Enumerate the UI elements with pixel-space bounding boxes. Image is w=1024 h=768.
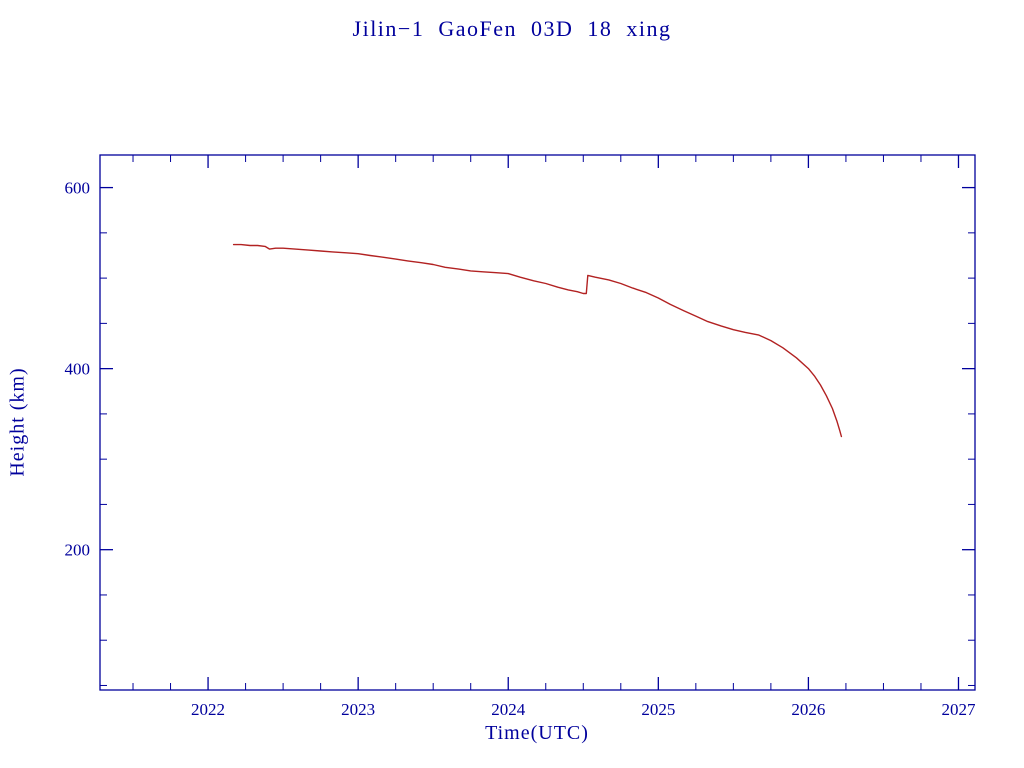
x-tick-label: 2025 [641, 700, 675, 719]
x-tick-label: 2022 [191, 700, 225, 719]
y-tick-label: 600 [65, 179, 91, 198]
x-tick-label: 2024 [491, 700, 526, 719]
height-series-line [232, 243, 843, 438]
y-axis-label: Height (km) [6, 367, 29, 477]
x-tick-label: 2027 [941, 700, 976, 719]
x-axis-label: Time(UTC) [485, 722, 589, 744]
plot-frame [99, 154, 976, 691]
x-tick-label: 2023 [341, 700, 375, 719]
chart-title: Jilin−1 GaoFen 03D 18 xing [352, 16, 672, 41]
y-tick-label: 200 [65, 541, 91, 560]
x-tick-label: 2026 [791, 700, 825, 719]
y-tick-label: 400 [65, 360, 91, 379]
